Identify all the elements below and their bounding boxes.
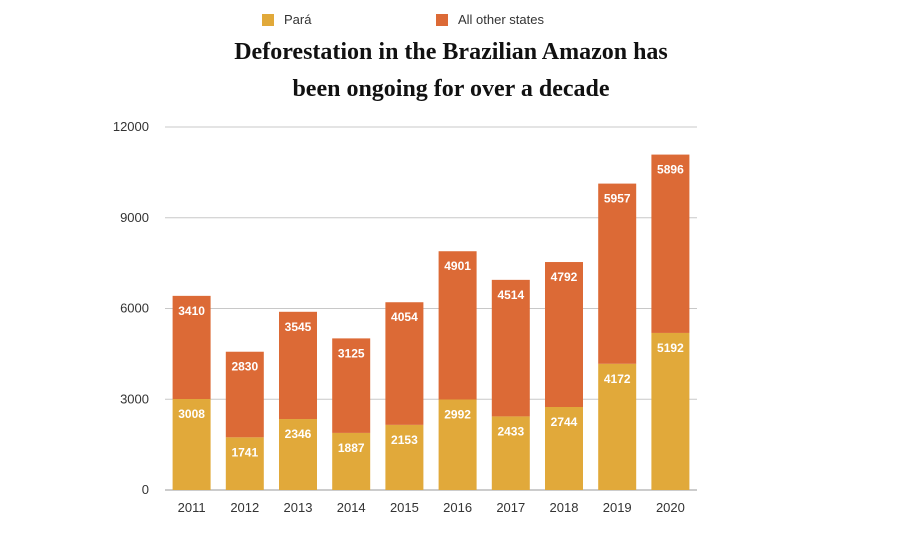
legend-item-other-states: All other states (436, 12, 544, 27)
bar-para-2011 (172, 399, 211, 490)
x-tick-label-2018: 2018 (550, 500, 579, 515)
y-tick-label-12000: 12000 (113, 119, 149, 134)
x-tick-label-2011: 2011 (178, 500, 206, 515)
bar-other-states-2018 (545, 262, 583, 407)
data-label-other-states-2018: 4792 (551, 270, 578, 284)
bar-para-2012 (225, 437, 264, 490)
bar-other-states-2013 (279, 311, 317, 420)
data-label-para-2012: 1741 (231, 445, 258, 459)
bar-para-2020 (651, 332, 690, 490)
x-tick-label-2020: 2020 (656, 500, 685, 515)
data-label-other-states-2014: 3125 (338, 346, 365, 360)
bar-para-2016 (438, 399, 477, 490)
bar-para-2014 (332, 432, 371, 490)
bar-other-states-2015 (385, 302, 424, 425)
chart-title-line-1: Deforestation in the Brazilian Amazon ha… (234, 39, 668, 65)
data-label-para-2017: 2433 (497, 424, 524, 438)
bar-para-2019 (598, 363, 637, 490)
bar-para-2017 (491, 416, 530, 490)
data-label-para-2016: 2992 (444, 407, 471, 421)
data-label-para-2018: 2744 (551, 415, 578, 429)
bar-other-states-2016 (438, 251, 477, 400)
bar-para-2013 (279, 419, 317, 490)
bar-para-2015 (385, 424, 424, 490)
legend-swatch-para (262, 13, 274, 26)
legend-label-para: Pará (284, 12, 312, 27)
chart-title-line-2: been ongoing for over a decade (292, 76, 610, 102)
data-label-other-states-2017: 4514 (497, 288, 524, 302)
x-tick-label-2012: 2012 (230, 500, 259, 515)
bar-other-states-2020 (651, 154, 690, 333)
bar-other-states-2019 (598, 183, 637, 364)
data-label-para-2014: 1887 (338, 441, 365, 455)
data-label-other-states-2019: 5957 (604, 192, 631, 206)
data-label-other-states-2015: 4054 (391, 310, 418, 324)
data-label-other-states-2011: 3410 (178, 304, 205, 318)
legend-label-other-states: All other states (458, 12, 544, 27)
bar-other-states-2017 (491, 279, 530, 417)
bar-para-2018 (545, 406, 583, 490)
x-tick-label-2019: 2019 (603, 500, 632, 515)
x-tick-label-2017: 2017 (496, 500, 525, 515)
legend: Pará All other states (0, 12, 902, 32)
x-tick-label-2013: 2013 (284, 500, 313, 515)
data-label-other-states-2013: 3545 (285, 320, 312, 334)
data-label-para-2011: 3008 (178, 407, 205, 421)
data-label-other-states-2012: 2830 (231, 360, 258, 374)
y-tick-label-0: 0 (142, 482, 149, 497)
x-tick-label-2015: 2015 (390, 500, 419, 515)
legend-item-para: Pará (262, 12, 311, 27)
y-tick-label-6000: 6000 (120, 301, 149, 316)
data-label-para-2015: 2153 (391, 433, 418, 447)
x-tick-label-2016: 2016 (443, 500, 472, 515)
x-tick-label-2014: 2014 (337, 500, 366, 515)
data-label-para-2020: 5192 (657, 341, 684, 355)
y-tick-label-9000: 9000 (120, 210, 149, 225)
data-label-other-states-2020: 5896 (657, 163, 684, 177)
bar-other-states-2012 (225, 351, 264, 438)
bar-other-states-2014 (332, 338, 371, 433)
legend-swatch-other-states (436, 13, 448, 26)
data-label-para-2019: 4172 (604, 372, 631, 386)
data-label-para-2013: 2346 (285, 427, 312, 441)
bar-other-states-2011 (172, 295, 211, 400)
y-tick-label-3000: 3000 (120, 391, 149, 406)
data-label-other-states-2016: 4901 (444, 259, 471, 273)
chart-title: Deforestation in the Brazilian Amazon ha… (0, 34, 902, 108)
